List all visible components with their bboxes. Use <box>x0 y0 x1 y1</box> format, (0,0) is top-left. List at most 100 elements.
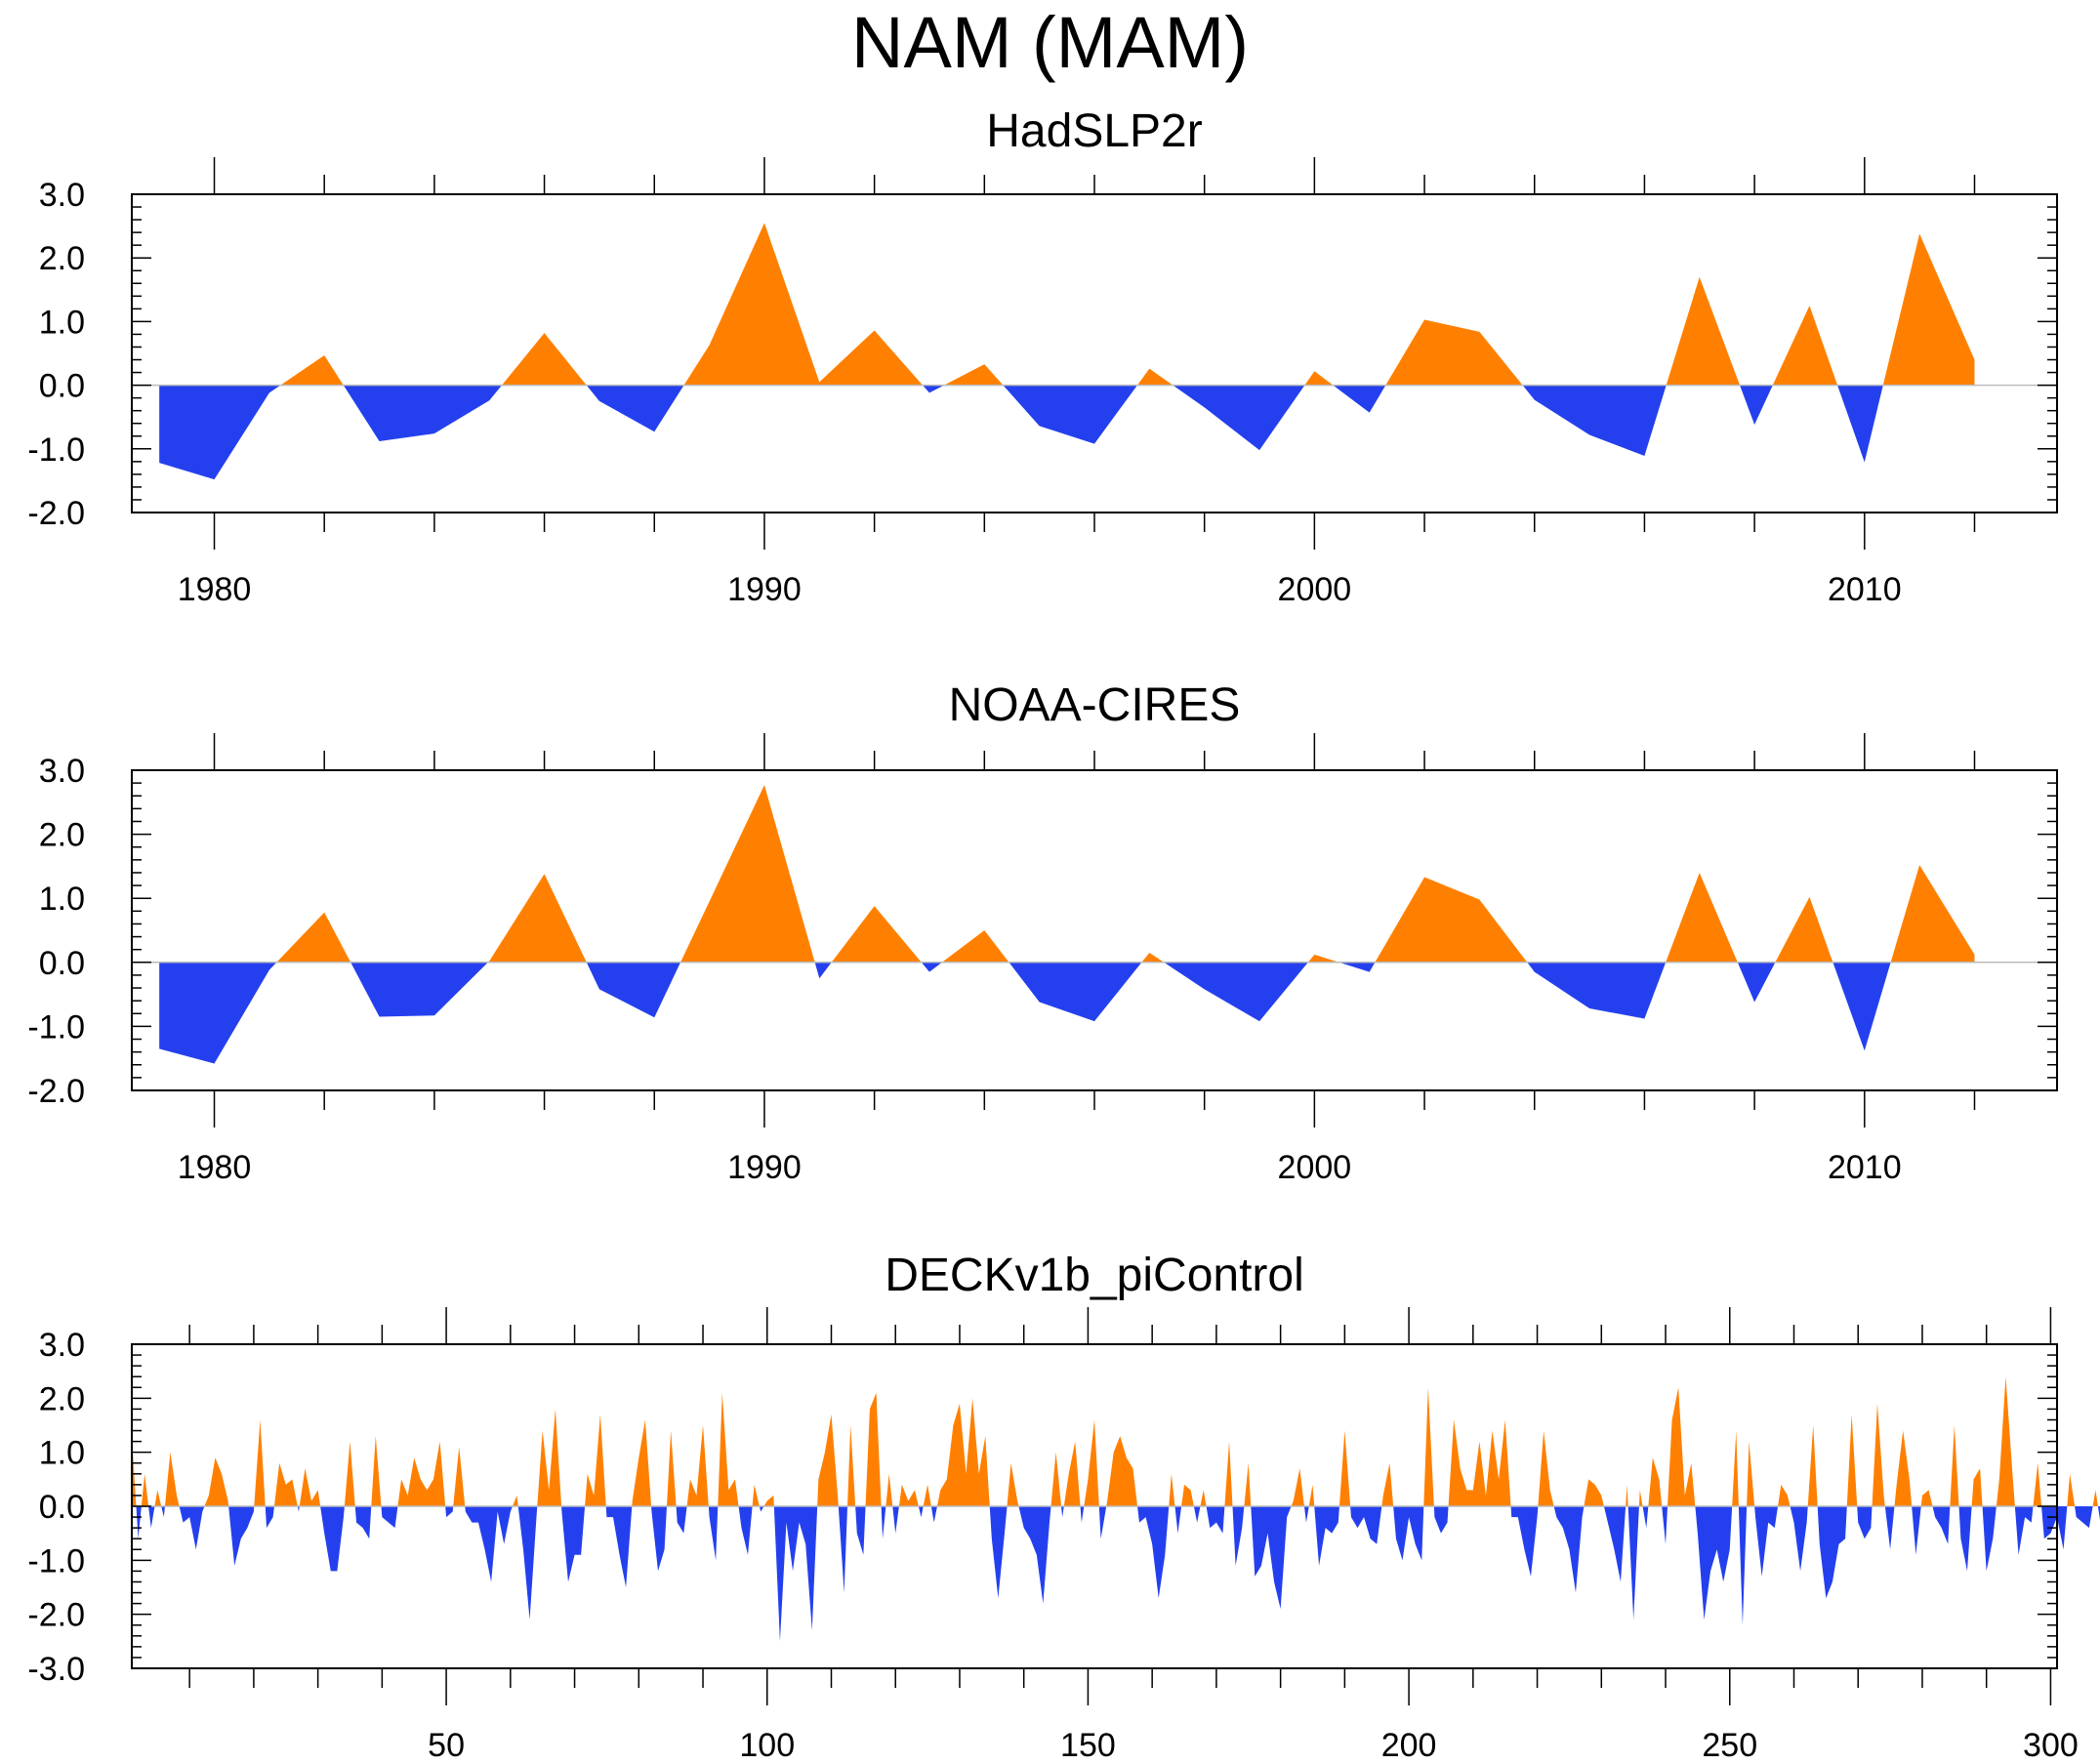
negative-area-segment <box>159 385 281 480</box>
panel-title: HadSLP2r <box>986 105 1202 157</box>
x-tick-label: 200 <box>1381 1727 1437 1764</box>
chart-panel-1: HadSLP2r -2.0 -1.0 0.0 1.0 2.0 3.0 1980 1990 2000… <box>27 105 2058 608</box>
positive-area-segment <box>1338 1430 1351 1506</box>
negative-area-segment <box>1350 1506 1382 1544</box>
positive-area-segment <box>1638 1490 1643 1506</box>
plot-frame <box>131 769 2058 1091</box>
negative-area-segment <box>773 1506 818 1642</box>
positive-area-segment <box>1775 896 1833 963</box>
negative-area-segment <box>1527 962 1667 1019</box>
positive-area-segment <box>1308 1484 1315 1506</box>
positive-area-segment <box>164 1452 180 1506</box>
negative-area-segment <box>1433 1506 1449 1534</box>
negative-area-segment <box>1884 1506 1895 1550</box>
positive-area-segment <box>1732 1430 1739 1506</box>
negative-area-segment <box>1098 1506 1107 1539</box>
positive-area-segment <box>585 1414 606 1506</box>
positive-area-segment <box>1626 1484 1628 1506</box>
positive-area-segment <box>1050 1452 1062 1506</box>
positive-area-segment <box>936 1398 990 1506</box>
negative-area-segment <box>2075 1506 2093 1529</box>
y-tick-label: 2.0 <box>39 1380 85 1417</box>
y-tick-label: 3.0 <box>39 1327 85 1364</box>
positive-area-segment <box>941 930 1009 963</box>
positive-area-segment <box>1584 1479 1604 1506</box>
negative-area-segment <box>297 1506 300 1512</box>
negative-area-segment <box>1174 1506 1182 1534</box>
positive-area-segment <box>1304 371 1334 386</box>
y-tick-label: 0.0 <box>39 945 85 982</box>
negative-area-segment <box>1003 385 1137 444</box>
positive-area-segment <box>752 1484 760 1506</box>
positive-area-segment <box>1668 1387 1696 1506</box>
negative-area-segment <box>517 1506 538 1620</box>
positive-area-segment <box>847 1425 856 1506</box>
x-tick-label: 1990 <box>727 1149 802 1186</box>
positive-area-segment <box>831 906 922 963</box>
positive-area-segment <box>865 1392 882 1506</box>
negative-area-segment <box>838 1506 848 1593</box>
positive-area-segment <box>1136 368 1174 386</box>
negative-area-segment <box>1314 1506 1339 1566</box>
y-tick-label: -2.0 <box>27 1597 85 1634</box>
positive-area-segment <box>501 333 587 386</box>
negative-area-segment <box>1738 1506 1748 1625</box>
negative-area-segment <box>1251 1506 1292 1610</box>
negative-area-segment <box>1018 1506 1051 1604</box>
positive-area-segment <box>683 223 924 386</box>
negative-area-segment <box>855 1506 866 1555</box>
positive-area-segment <box>204 1457 229 1506</box>
positive-area-segment <box>2092 1490 2098 1506</box>
negative-area-segment <box>136 1506 142 1539</box>
positive-area-segment <box>141 1473 149 1506</box>
negative-area-segment <box>676 1506 687 1534</box>
positive-area-segment <box>1971 1468 1983 1506</box>
negative-area-segment <box>1206 1506 1225 1534</box>
positive-area-segment <box>817 1414 839 1506</box>
positive-area-segment <box>944 364 1004 386</box>
panel-title: NOAA-CIRES <box>949 679 1241 731</box>
y-tick-label: -2.0 <box>27 495 85 532</box>
negative-area-segment <box>918 1506 924 1518</box>
positive-area-segment <box>1381 1462 1394 1506</box>
positive-area-segment <box>1894 1430 1913 1506</box>
negative-area-segment <box>1662 1506 1668 1544</box>
negative-area-segment <box>1333 385 1386 413</box>
positive-area-segment <box>2033 1462 2042 1506</box>
main-title: NAM (MAM) <box>851 2 1249 83</box>
positive-area-segment <box>1423 1387 1434 1506</box>
negative-area-segment <box>1790 1506 1808 1572</box>
negative-area-segment <box>1338 962 1376 972</box>
positive-area-segment <box>686 1425 709 1506</box>
negative-area-segment <box>651 1506 667 1572</box>
negative-area-segment <box>586 385 684 432</box>
y-tick-label: -1.0 <box>27 1542 85 1579</box>
positive-area-segment <box>1141 952 1165 963</box>
positive-area-segment <box>280 354 344 386</box>
positive-area-segment <box>1224 1441 1233 1506</box>
negative-area-segment <box>1137 1506 1170 1599</box>
positive-area-segment <box>923 1484 931 1506</box>
negative-area-segment <box>586 962 681 1018</box>
positive-area-segment <box>1385 319 1523 386</box>
negative-area-segment <box>1080 1506 1085 1523</box>
positive-area-segment <box>537 1409 562 1506</box>
positive-area-segment <box>1200 1490 1207 1506</box>
positive-area-segment <box>1291 1468 1304 1506</box>
negative-area-segment <box>343 385 502 441</box>
x-tick-label: 100 <box>739 1727 795 1764</box>
x-tick-label: 1980 <box>178 1149 252 1186</box>
positive-area-segment <box>1920 1490 1933 1506</box>
positive-area-segment <box>273 1462 298 1506</box>
negative-area-segment <box>1932 1506 1951 1544</box>
positive-area-segment <box>1872 1403 1885 1506</box>
y-tick-label: 0.0 <box>39 1489 85 1526</box>
chart-panel-2: NOAA-CIRES -2.0 -1.0 0.0 1.0 2.0 3.0 1980 1990 20… <box>27 679 2058 1186</box>
x-tick-label: 2010 <box>1828 1149 1902 1186</box>
negative-area-segment <box>1510 1506 1539 1577</box>
positive-area-segment <box>680 785 815 963</box>
negative-area-segment <box>1740 385 1773 426</box>
positive-area-segment <box>1007 1462 1019 1506</box>
